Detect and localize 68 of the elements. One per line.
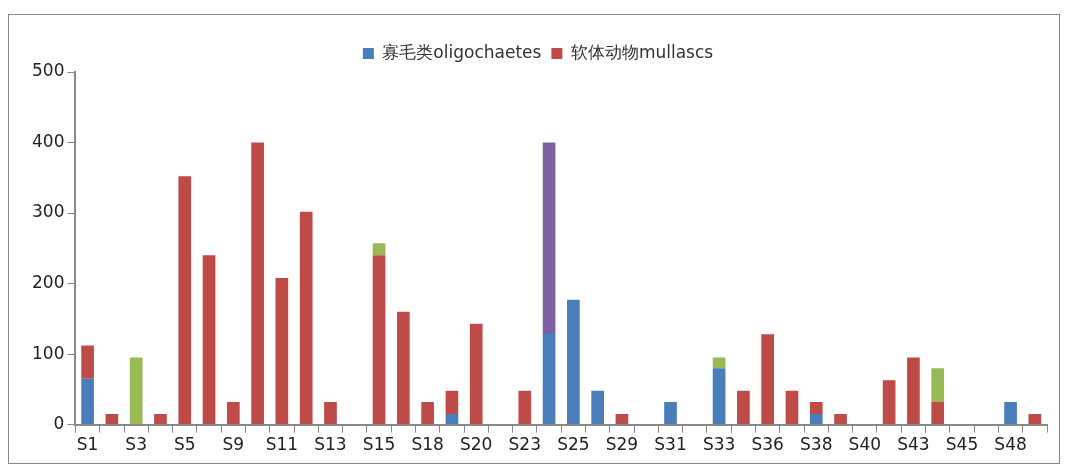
bar: [761, 334, 775, 425]
x-tick-label: S3: [125, 434, 147, 455]
y-tick-label: 500: [31, 60, 65, 81]
bar: [809, 414, 823, 425]
x-tick-label: S31: [654, 434, 687, 455]
bar: [251, 142, 264, 425]
bar: [615, 414, 629, 425]
bar: [834, 414, 847, 425]
bar: [542, 332, 556, 425]
y-tick-label: 300: [31, 201, 65, 222]
bar: [445, 390, 459, 415]
bar: [591, 390, 604, 425]
x-tick-label: S20: [459, 434, 493, 455]
legend-label: 软体动物mullascs: [570, 41, 714, 62]
bar: [931, 368, 945, 403]
bar: [372, 243, 386, 256]
y-tick-label: 200: [31, 271, 65, 292]
bar: [712, 357, 726, 369]
bar: [907, 357, 920, 425]
y-tick-label: 100: [31, 342, 65, 363]
bar: [469, 323, 483, 425]
bar: [931, 402, 945, 425]
bar: [664, 402, 677, 425]
y-tick-label: 400: [31, 130, 65, 151]
bar: [226, 402, 240, 425]
bar: [518, 390, 532, 425]
bar: [421, 402, 434, 425]
bar: [324, 402, 337, 425]
bar: [785, 390, 799, 425]
bar: [445, 414, 459, 425]
x-tick-label: S48: [994, 434, 1027, 455]
legend-label: 寡毛类oligochaetes: [382, 41, 542, 62]
x-tick-label: S45: [945, 434, 979, 455]
bar: [275, 277, 289, 425]
bar: [1004, 402, 1017, 425]
x-tick-label: S15: [362, 434, 396, 455]
bar: [737, 390, 750, 425]
bar: [882, 380, 896, 425]
x-tick-label: S18: [411, 434, 444, 455]
x-tick-label: S25: [557, 434, 590, 455]
bar: [299, 211, 313, 425]
x-tick-label: S23: [508, 434, 542, 455]
y-tick-label: 0: [53, 413, 65, 434]
x-tick-label: S40: [848, 434, 882, 455]
bar: [105, 414, 119, 425]
bar: [809, 402, 823, 415]
bar: [154, 414, 167, 425]
bar: [178, 176, 192, 425]
bar: [81, 378, 94, 425]
bar: [129, 357, 143, 425]
bar: [397, 311, 410, 425]
bar: [712, 368, 726, 425]
x-tick-label: S29: [605, 434, 639, 455]
bar: [542, 142, 556, 333]
bar: [1028, 414, 1042, 425]
x-tick-label: S1: [76, 434, 99, 455]
bar: [372, 255, 386, 425]
x-tick-label: S9: [222, 434, 245, 455]
x-tick-label: S13: [314, 434, 347, 455]
bar: [202, 255, 216, 425]
bar: [81, 345, 94, 379]
bar: [567, 299, 580, 425]
x-tick-label: S33: [702, 434, 736, 455]
x-tick-label: S36: [751, 434, 784, 455]
x-tick-label: S5: [173, 434, 196, 455]
x-tick-label: S38: [800, 434, 833, 455]
x-tick-label: S11: [265, 434, 299, 455]
x-tick-label: S43: [897, 434, 930, 455]
